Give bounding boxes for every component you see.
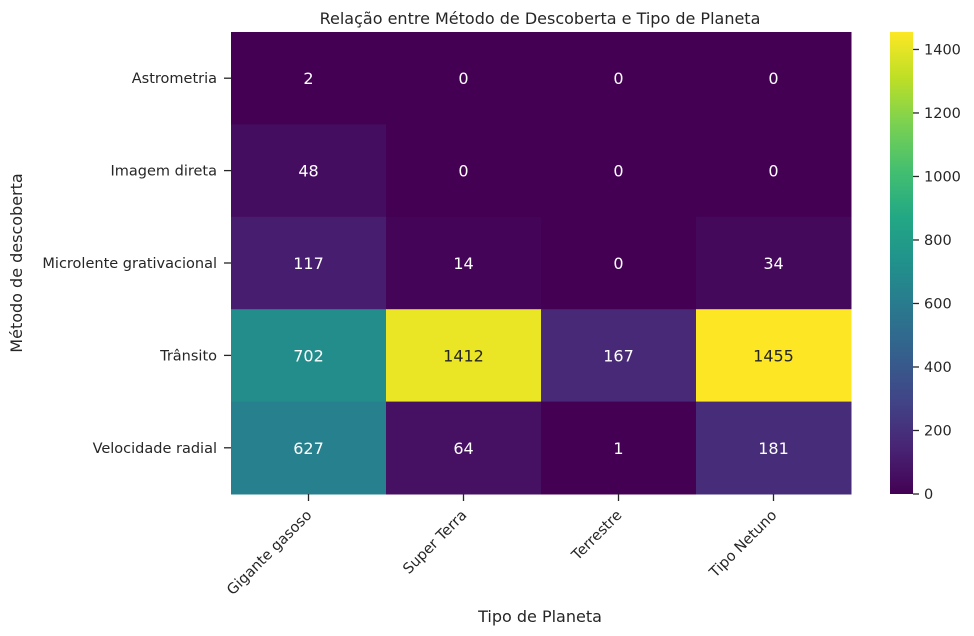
cell-value-label: 1455	[753, 346, 794, 365]
x-tick-label: Terrestre	[568, 507, 625, 564]
colorbar-tick-label: 0	[924, 487, 933, 503]
cell-value-label: 0	[458, 69, 468, 88]
heatmap-cell	[541, 124, 697, 218]
cell-value-label: 0	[613, 162, 623, 181]
colorbar-tick-label: 1000	[924, 169, 961, 185]
heatmap-cells: 2 0 0 0 48 0 0 0 117 14 0 34 702 1412 167 1455 627 64 1 181	[231, 32, 852, 495]
y-tick-label: Astrometria	[132, 71, 217, 87]
x-axis-label: Tipo de Planeta	[477, 607, 602, 626]
colorbar-tick-label: 400	[924, 360, 952, 376]
cell-value-label: 64	[453, 439, 473, 458]
cell-value-label: 117	[293, 254, 324, 273]
heatmap-cell	[386, 401, 542, 495]
y-tick-label: Velocidade radial	[93, 441, 217, 457]
cell-value-label: 627	[293, 439, 324, 458]
cell-value-label: 1	[613, 439, 623, 458]
cell-value-label: 181	[758, 439, 789, 458]
heatmap-cell	[231, 401, 387, 495]
heatmap-cell	[386, 216, 542, 310]
colorbar	[890, 32, 913, 494]
colorbar-tick-label: 800	[924, 233, 952, 249]
heatmap-cell	[696, 216, 852, 310]
cell-value-label: 0	[768, 69, 778, 88]
cell-value-label: 48	[298, 162, 318, 181]
x-tick-label: Super Terra	[400, 508, 470, 578]
y-tick-label: Trânsito	[159, 348, 217, 364]
heatmap-cell	[231, 309, 387, 403]
cell-value-label: 2	[303, 69, 313, 88]
cell-value-label: 167	[603, 346, 634, 365]
x-tick-label: Gigante gasoso	[224, 507, 315, 598]
heatmap-cell	[386, 309, 542, 403]
cell-value-label: 0	[768, 162, 778, 181]
heatmap-cell	[231, 216, 387, 310]
cell-value-label: 0	[458, 162, 468, 181]
cell-value-label: 14	[453, 254, 473, 273]
heatmap-cell	[386, 124, 542, 218]
heatmap-cell	[231, 124, 387, 218]
heatmap-cell	[541, 309, 697, 403]
colorbar-tick-label: 200	[924, 423, 952, 439]
colorbar-tick-label: 1200	[924, 106, 961, 122]
heatmap-cell	[541, 32, 697, 125]
cell-value-label: 34	[763, 254, 783, 273]
cell-value-label: 702	[293, 346, 324, 365]
y-tick-label: Imagem direta	[110, 164, 217, 180]
chart-title: Relação entre Método de Descoberta e Tip…	[320, 9, 761, 28]
y-axis-label: Método de descoberta	[7, 173, 26, 352]
heatmap-cell	[541, 216, 697, 310]
heatmap-cell	[541, 401, 697, 495]
y-axis-ticks: Astrometria Imagem direta Microlente grati…	[42, 71, 231, 457]
heatmap-cell	[696, 309, 852, 403]
heatmap-cell	[696, 401, 852, 495]
y-tick-label: Microlente grativacional	[42, 256, 217, 272]
x-axis-ticks: Gigante gasoso Super Terra Terrestre Tipo N…	[224, 494, 780, 599]
cell-value-label: 0	[613, 69, 623, 88]
colorbar-tick-label: 1400	[924, 42, 961, 58]
heatmap-cell	[696, 32, 852, 125]
heatmap-cell	[231, 32, 387, 125]
colorbar-tick-label: 600	[924, 296, 952, 312]
cell-value-label: 0	[613, 254, 623, 273]
cell-value-label: 1412	[443, 346, 484, 365]
x-tick-label: Tipo Netuno	[706, 507, 780, 581]
heatmap-cell	[696, 124, 852, 218]
heatmap-cell	[386, 32, 542, 125]
colorbar-ticks: 0 200 400 600 800 1000 1200 1400	[913, 42, 961, 503]
